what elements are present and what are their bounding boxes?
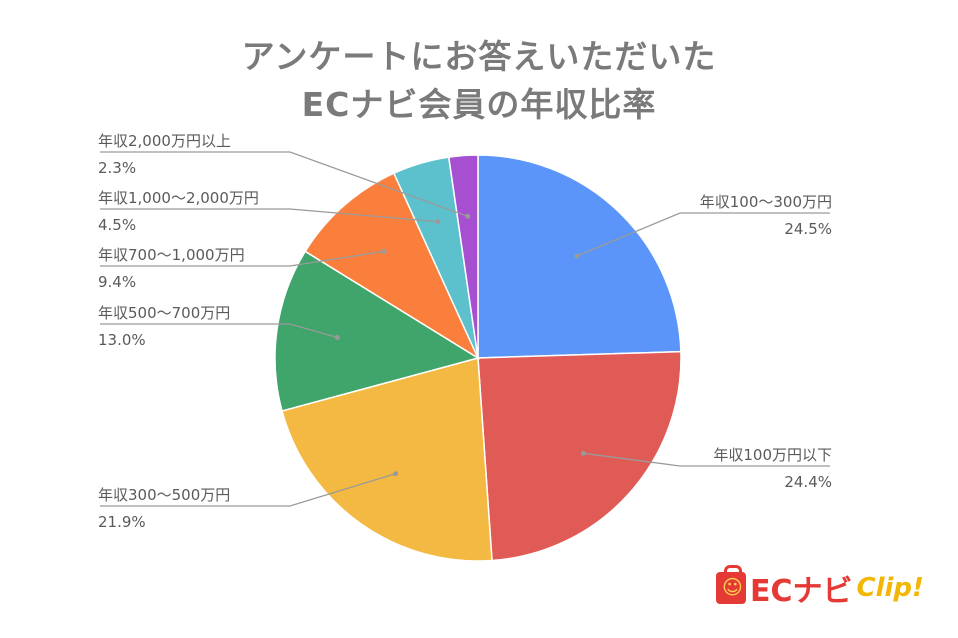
pie-slice-1 [477, 350, 682, 562]
slice-value-4: 9.4% [98, 273, 136, 291]
leader-line-0 [576, 212, 830, 257]
leader-line-3 [100, 323, 338, 339]
slice-label-4: 年収700〜1,000万円 [98, 246, 245, 264]
slice-label-3: 年収500〜700万円 [98, 304, 230, 322]
leader-dot-0 [574, 253, 580, 259]
slice-value-6: 2.3% [98, 159, 136, 177]
slice-value-3: 13.0% [98, 331, 146, 349]
pie-slice-0 [477, 154, 682, 359]
slice-label-5: 年収1,000〜2,000万円 [98, 189, 259, 207]
leader-line-4 [100, 250, 385, 267]
brand-logo: ECナビ Clip! [716, 565, 924, 609]
pie-slice-2 [281, 357, 493, 562]
slice-value-0: 24.5% [784, 220, 832, 238]
logo-brand-text: ECナビ [750, 574, 853, 609]
pie-slice-4 [304, 172, 480, 360]
leader-line-6 [100, 151, 468, 217]
leader-line-2 [100, 473, 396, 507]
slice-label-2: 年収300〜500万円 [98, 486, 230, 504]
leader-dot-3 [334, 335, 340, 340]
leader-dot-1 [580, 450, 586, 456]
logo-suffix-text: Clip! [856, 573, 924, 603]
slice-label-1: 年収100万円以下 [713, 446, 832, 464]
leader-dot-6 [465, 213, 471, 219]
leader-dot-4 [381, 248, 387, 254]
leader-dot-5 [435, 219, 441, 225]
slice-label-0: 年収100〜300万円 [700, 193, 832, 211]
slice-value-2: 21.9% [98, 513, 146, 531]
leader-dot-2 [393, 471, 399, 477]
chart-title-line1: アンケートにお答えいただいた [241, 37, 717, 76]
slice-value-5: 4.5% [98, 216, 136, 234]
pie-slice-3 [274, 250, 480, 412]
chart-title-line2: ECナビ会員の年収比率 [301, 85, 657, 124]
leader-line-5 [100, 208, 438, 223]
slice-value-1: 24.4% [784, 473, 832, 491]
slice-label-6: 年収2,000万円以上 [98, 132, 231, 150]
leader-line-1 [583, 452, 830, 467]
shopping-bag-icon [716, 565, 746, 604]
pie-slice-6 [447, 154, 479, 359]
